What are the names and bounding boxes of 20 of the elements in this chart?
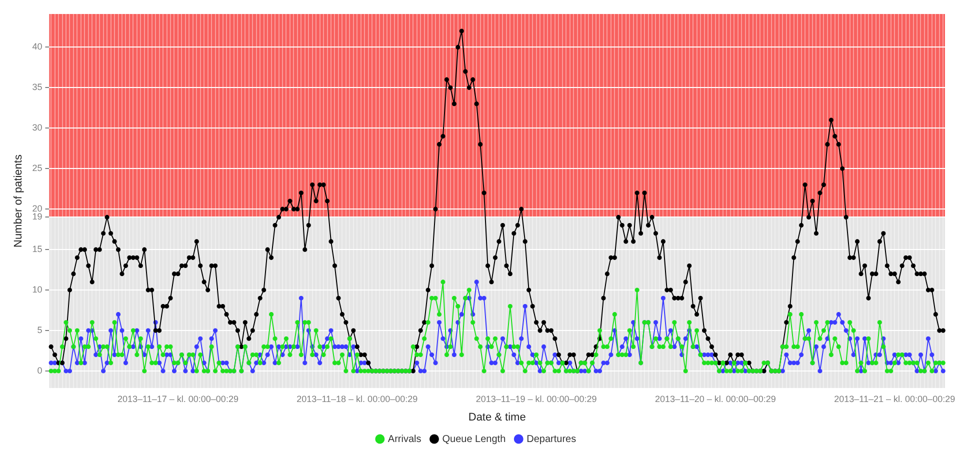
y-tick-label: 20 — [32, 204, 42, 214]
legend-label: Queue Length — [442, 434, 506, 445]
y-axis-title: Number of patients — [12, 154, 25, 248]
x-tick-label: 2013–11–19 – kl. 00:00–00:29 — [476, 394, 597, 404]
x-axis-title: Date & time — [468, 411, 526, 424]
y-tick-label: 35 — [32, 82, 42, 92]
y-tick-label: 5 — [37, 325, 42, 336]
y-tick-label: 0 — [37, 365, 42, 376]
legend-label: Arrivals — [388, 434, 422, 445]
x-tick-label: 2013–11–20 – kl. 00:00–00:29 — [654, 394, 776, 404]
y-tick-label: 30 — [32, 122, 42, 133]
y-tick-label: 40 — [32, 42, 42, 52]
x-tick-label: 2013–11–17 – kl. 00:00–00:29 — [118, 394, 238, 404]
y-tick-label: 15 — [32, 244, 42, 254]
y-tick-label: 25 — [32, 163, 42, 174]
legend-label: Departures — [526, 434, 576, 445]
x-tick-label: 2013–11–21 – kl. 00:00–00:29 — [834, 394, 956, 404]
x-tick-label: 2013–11–18 – kl. 00:00–00:29 — [296, 394, 418, 404]
y-tick-label: 10 — [32, 284, 42, 295]
y-tick-label: 19 — [32, 212, 42, 222]
